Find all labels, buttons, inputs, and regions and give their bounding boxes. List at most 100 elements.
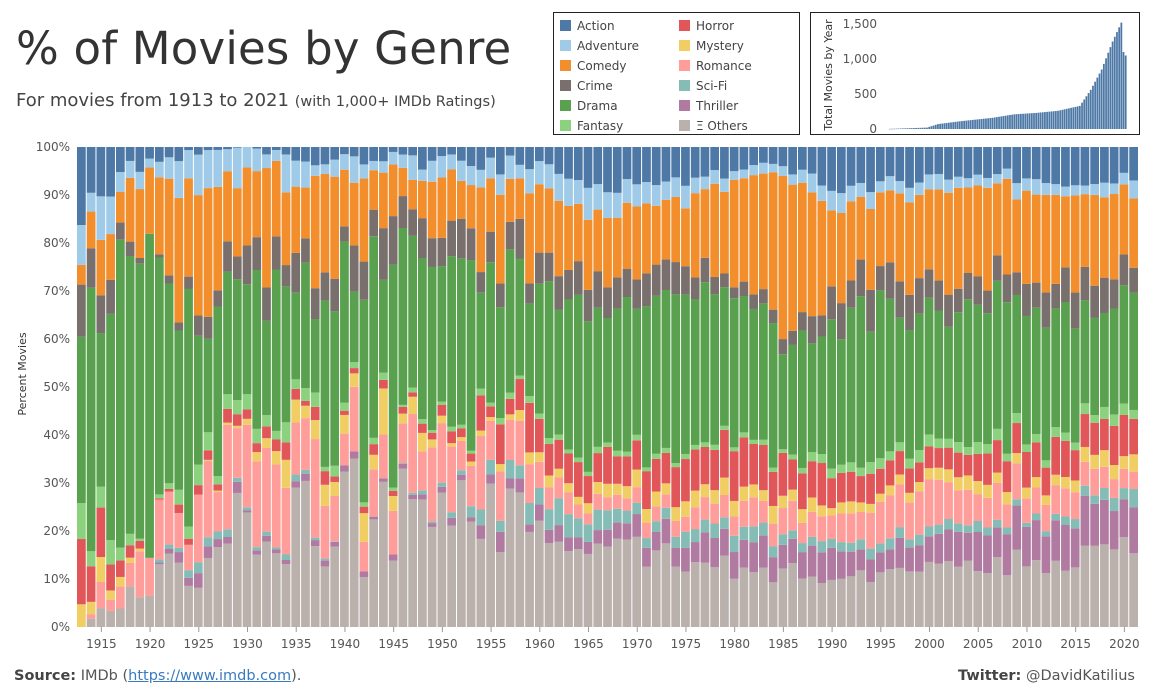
bar-segment-thriller: [252, 550, 262, 555]
bar-segment-drama: [632, 308, 642, 435]
bar-segment-others: [856, 570, 866, 627]
bar-segment-action: [856, 147, 866, 183]
year-bar-1915: [96, 147, 106, 627]
bar-segment-others: [184, 585, 193, 627]
bar-segment-sci-fi: [905, 539, 914, 548]
bar-segment-horror: [379, 379, 388, 389]
bar-segment-horror: [573, 462, 583, 497]
bar-segment-romance: [525, 464, 534, 503]
bar-segment-romance: [554, 477, 564, 499]
bar-segment-mystery: [583, 503, 593, 514]
bar-segment-comedy: [944, 192, 953, 295]
bar-segment-sci-fi: [515, 465, 525, 479]
bar-segment-adventure: [505, 155, 515, 179]
bar-segment-sci-fi: [1100, 488, 1109, 500]
bar-segment-crime: [164, 275, 174, 284]
bar-segment-horror: [174, 504, 184, 513]
bar-segment-comedy: [651, 205, 661, 265]
bar-segment-drama: [388, 264, 398, 488]
year-bar-2019: [1109, 147, 1119, 627]
bar-segment-mystery: [203, 459, 213, 462]
mini-y-tick: 0: [869, 122, 877, 134]
bar-segment-drama: [262, 320, 271, 415]
mini-bar: [1100, 69, 1103, 129]
bar-segment-crime: [320, 272, 330, 301]
bar-segment-fantasy: [1129, 409, 1138, 419]
bar-segment-action: [1012, 147, 1022, 184]
subtitle-note: (with 1,000+ IMDb Ratings): [294, 94, 496, 110]
bar-segment-horror: [759, 444, 768, 491]
bar-segment-fantasy: [700, 442, 710, 447]
bar-segment-fantasy: [573, 457, 583, 463]
year-bar-2000: [924, 147, 934, 627]
bar-segment-mystery: [408, 396, 418, 414]
bar-segment-romance: [1012, 463, 1022, 500]
bar-segment-mystery: [437, 415, 447, 424]
bar-segment-fantasy: [885, 451, 895, 461]
legend-label: Sci-Fi: [696, 79, 727, 93]
bar-segment-sci-fi: [213, 531, 223, 540]
source-link[interactable]: https://www.imdb.com: [128, 668, 292, 684]
bar-segment-comedy: [447, 169, 456, 221]
bar-segment-comedy: [1002, 178, 1012, 275]
bar-segment-sci-fi: [983, 527, 992, 536]
y-tick-label: 0%: [51, 620, 70, 634]
year-bar-1967: [603, 147, 612, 627]
bar-segment-fantasy: [340, 402, 349, 411]
year-bar-1923: [174, 147, 184, 627]
bar-segment-comedy: [193, 195, 203, 316]
bar-segment-romance: [476, 436, 486, 510]
bar-segment-romance: [534, 461, 544, 488]
bar-segment-thriller: [213, 539, 223, 548]
bar-segment-crime: [788, 330, 797, 345]
bar-segment-thriller: [1129, 507, 1138, 554]
bar-segment-horror: [1022, 451, 1031, 488]
bar-segment-adventure: [1022, 178, 1031, 191]
bar-segment-fantasy: [836, 464, 846, 473]
bar-segment-romance: [895, 484, 905, 528]
bar-segment-romance: [759, 500, 768, 523]
year-bar-2020: [1119, 147, 1129, 627]
bar-segment-fantasy: [262, 414, 271, 427]
bar-segment-action: [262, 147, 271, 155]
bar-segment-others: [291, 487, 301, 627]
year-bar-2014: [1061, 147, 1070, 627]
bar-segment-comedy: [476, 187, 486, 273]
bar-segment-mystery: [554, 468, 564, 478]
bar-segment-fantasy: [476, 388, 486, 396]
year-bar-1927: [213, 147, 223, 627]
bar-segment-fantasy: [135, 538, 145, 541]
bar-segment-drama: [661, 290, 671, 448]
bar-segment-romance: [797, 522, 807, 544]
mini-bar: [934, 124, 937, 129]
bar-segment-romance: [252, 461, 262, 548]
bar-segment-fantasy: [106, 540, 115, 565]
bar-segment-horror: [1012, 423, 1022, 454]
mini-bar: [915, 127, 917, 129]
bar-segment-action: [642, 147, 651, 183]
bar-segment-comedy: [96, 239, 106, 296]
bar-segment-action: [914, 147, 924, 183]
bar-segment-comedy: [1041, 194, 1051, 293]
bar-segment-comedy: [905, 202, 914, 295]
bar-segment-horror: [895, 451, 905, 475]
bar-segment-romance: [651, 506, 661, 522]
bar-segment-comedy: [164, 178, 174, 276]
bar-segment-crime: [797, 312, 807, 331]
bar-segment-action: [495, 147, 505, 175]
bar-segment-crime: [476, 272, 486, 293]
year-bar-1926: [203, 147, 213, 627]
mini-bar: [1000, 116, 1003, 129]
x-tick-label: 1930: [232, 637, 263, 651]
mini-bar: [965, 120, 968, 129]
bar-segment-adventure: [398, 154, 408, 168]
bar-segment-action: [827, 147, 836, 191]
bar-segment-thriller: [447, 517, 456, 526]
bar-segment-sci-fi: [856, 539, 866, 550]
bar-segment-sci-fi: [252, 547, 262, 551]
mini-bar: [1044, 112, 1046, 129]
year-bar-2018: [1100, 147, 1109, 627]
bar-segment-others: [476, 538, 486, 627]
bar-segment-sci-fi: [164, 544, 174, 549]
bar-segment-romance: [544, 487, 554, 510]
